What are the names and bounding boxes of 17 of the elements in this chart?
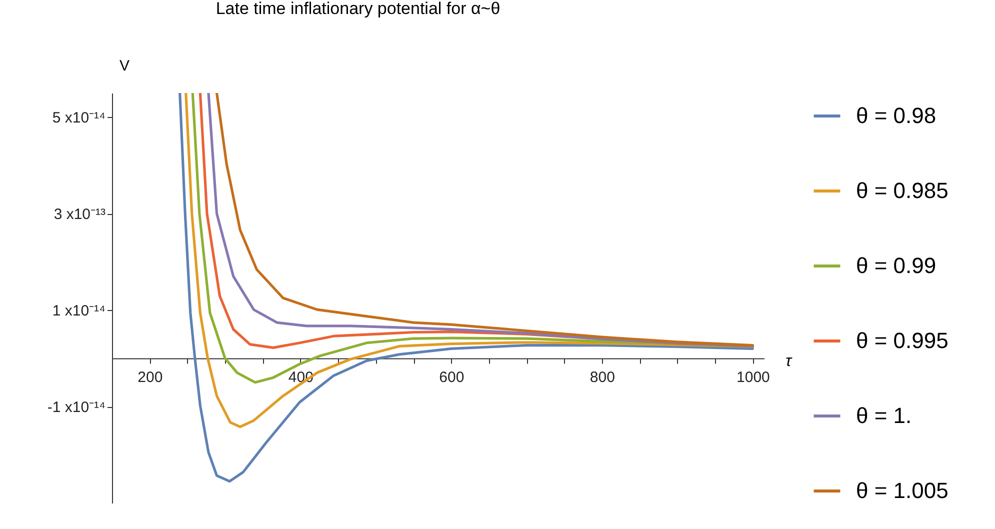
x-tick-label: 200 (138, 368, 163, 386)
x-axis-title: τ (786, 352, 792, 370)
y-tick-label: -1 x10⁻¹⁴ (47, 399, 106, 416)
legend-label: θ = 0.99 (856, 253, 936, 278)
x-tick-label: 1000 (736, 368, 770, 386)
y-axis-title: V (119, 58, 130, 74)
legend-label: θ = 1. (856, 403, 912, 428)
legend-label: θ = 0.995 (856, 328, 948, 353)
legend-label: θ = 0.985 (856, 178, 948, 203)
y-tick-label: 3 x10⁻¹³ (54, 206, 106, 224)
chart-title: Late time inflationary potential for α~θ (216, 0, 500, 18)
legend-label: θ = 1.005 (856, 478, 948, 503)
x-tick-label: 800 (590, 368, 615, 386)
y-tick-label: 5 x10⁻¹⁴ (52, 110, 106, 127)
y-tick-label: 1 x10⁻¹⁴ (52, 302, 106, 320)
x-tick-label: 600 (439, 368, 464, 386)
legend-label: θ = 0.98 (856, 103, 936, 128)
